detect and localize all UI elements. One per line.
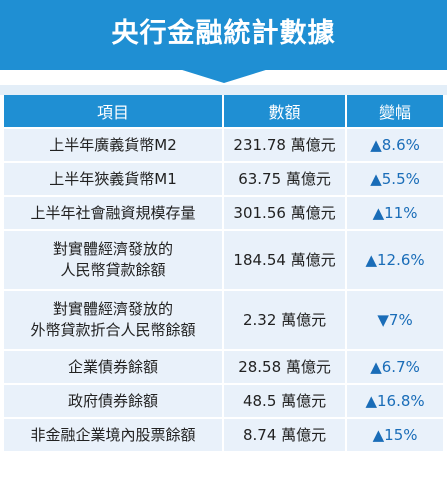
table-row: 上半年狹義貨幣M1 63.75 萬億元 ▲5.5% [4, 163, 443, 195]
item-name-line: 政府債券餘額 [67, 391, 158, 410]
cell-amount: 184.54 萬億元 [224, 231, 346, 289]
item-name-line: 企業債券餘額 [67, 357, 158, 376]
cell-change: ▲16.8% [347, 385, 443, 417]
cell-change: ▼7% [347, 291, 443, 349]
item-name-line: 人民幣貸款餘額 [60, 261, 166, 279]
banner-pointer [179, 69, 269, 83]
item-name-line: 對實體經濟發放的 [52, 240, 173, 258]
column-header-change: 變幅 [347, 95, 443, 127]
table-row: 上半年廣義貨幣M2 231.78 萬億元 ▲8.6% [4, 129, 443, 161]
cell-amount: 8.74 萬億元 [224, 419, 346, 451]
cell-change: ▲12.6% [347, 231, 443, 289]
item-name-line: 上半年社會融資規模存量 [30, 203, 196, 222]
table-row: 對實體經濟發放的 人民幣貸款餘額 184.54 萬億元 ▲12.6% [4, 231, 443, 289]
cell-item: 企業債券餘額 [4, 351, 222, 383]
cell-amount: 231.78 萬億元 [224, 129, 346, 161]
cell-amount: 48.5 萬億元 [224, 385, 346, 417]
cell-item: 政府債券餘額 [4, 385, 222, 417]
cell-amount: 28.58 萬億元 [224, 351, 346, 383]
item-name-line: 外幣貸款折合人民幣餘額 [30, 321, 196, 339]
table-row: 政府債券餘額 48.5 萬億元 ▲16.8% [4, 385, 443, 417]
cell-change: ▲8.6% [347, 129, 443, 161]
title-banner [0, 0, 447, 70]
item-name-line: 上半年廣義貨幣M2 [49, 135, 177, 154]
table-row: 對實體經濟發放的 外幣貸款折合人民幣餘額 2.32 萬億元 ▼7% [4, 291, 443, 349]
cell-change: ▲6.7% [347, 351, 443, 383]
column-header-amount: 數額 [224, 95, 346, 127]
cell-amount: 63.75 萬億元 [224, 163, 346, 195]
item-name-line: 上半年狹義貨幣M1 [49, 169, 177, 188]
cell-item: 上半年廣義貨幣M2 [4, 129, 222, 161]
table-row: 非金融企業境內股票餘額 8.74 萬億元 ▲15% [4, 419, 443, 451]
table-row: 企業債券餘額 28.58 萬億元 ▲6.7% [4, 351, 443, 383]
data-table: 項目 數額 變幅 上半年廣義貨幣M2 231.78 萬億元 ▲8.6% 上半年狹義貨幣… [2, 93, 445, 453]
cell-item: 對實體經濟發放的外幣貸款折合人民幣餘額 [4, 291, 222, 349]
cell-amount: 301.56 萬億元 [224, 197, 346, 229]
item-name-line: 對實體經濟發放的 [52, 300, 173, 318]
cell-change: ▲5.5% [347, 163, 443, 195]
column-header-item: 項目 [4, 95, 222, 127]
table-header-row: 項目 數額 變幅 [4, 95, 443, 127]
page-title: 央行金融統計數據 [111, 18, 336, 49]
table-body: 上半年廣義貨幣M2 231.78 萬億元 ▲8.6% 上半年狹義貨幣M1 63.75 萬… [4, 129, 443, 451]
cell-item: 對實體經濟發放的 人民幣貸款餘額 [4, 231, 222, 289]
cell-item: 非金融企業境內股票餘額 [4, 419, 222, 451]
cell-change: ▲15% [347, 419, 443, 451]
cell-item: 上半年社會融資規模存量 [4, 197, 222, 229]
decorative-stripe [0, 85, 447, 95]
cell-amount: 2.32 萬億元 [224, 291, 346, 349]
cell-item: 上半年狹義貨幣M1 [4, 163, 222, 195]
table-row: 上半年社會融資規模存量 301.56 萬億元 ▲11% [4, 197, 443, 229]
cell-change: ▲11% [347, 197, 443, 229]
item-name-line: 非金融企業境內股票餘額 [30, 425, 196, 444]
